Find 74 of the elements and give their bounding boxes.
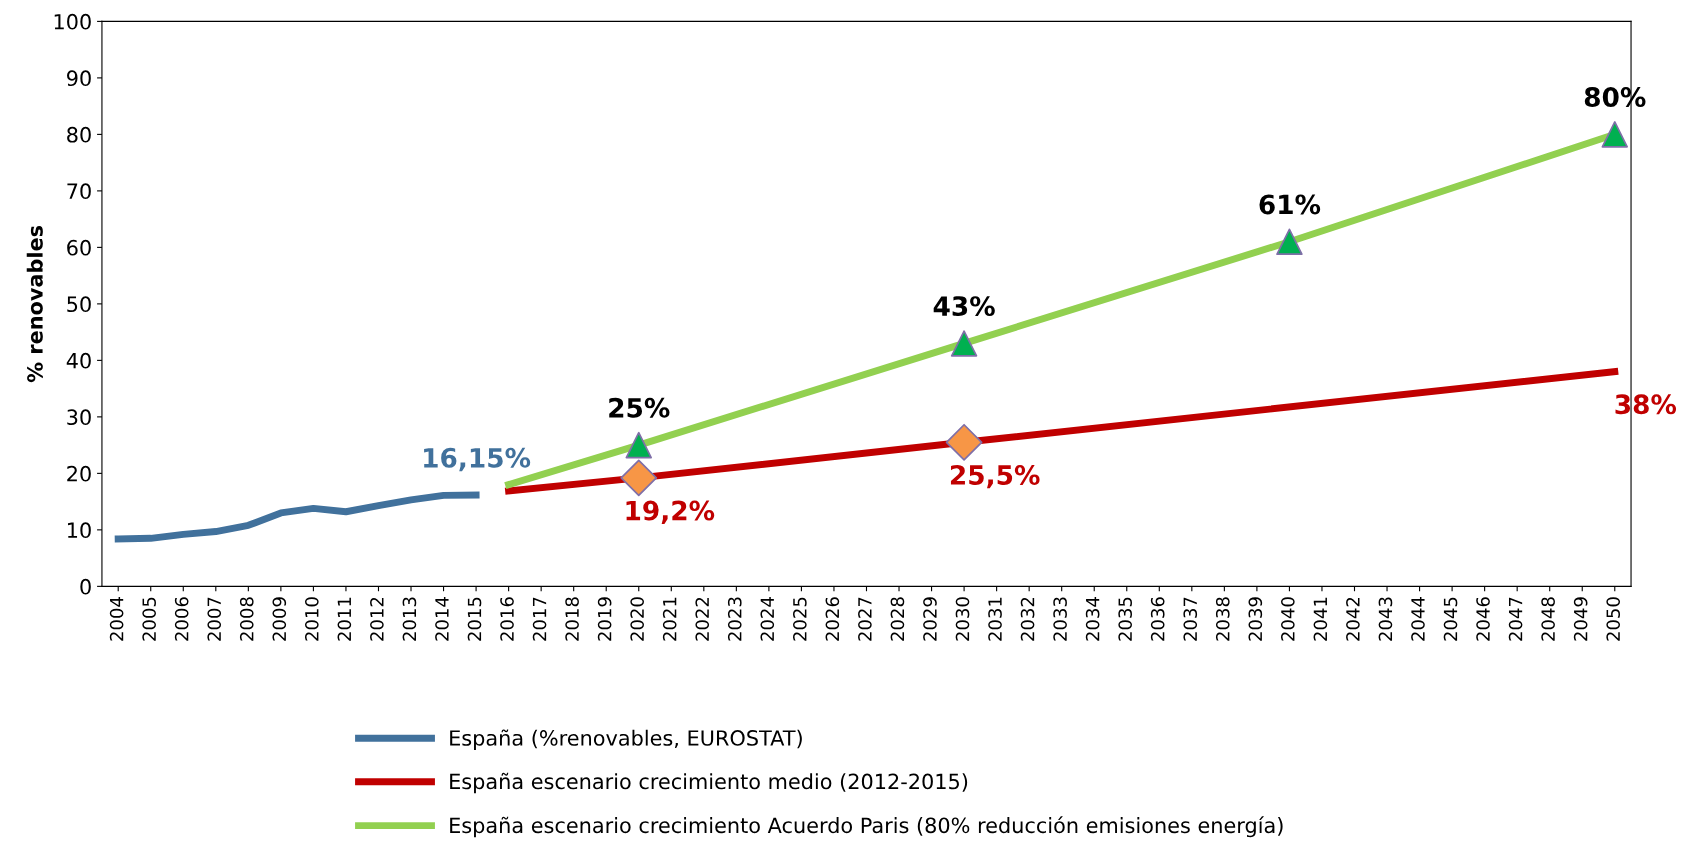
x-tick-label: 2045 (1443, 597, 1458, 641)
x-tick-label: 2046 (1476, 597, 1490, 641)
x-tick-label: 2023 (727, 597, 742, 641)
x-tick-label: 2048 (1541, 597, 1555, 641)
y-tick-label: 20 (67, 465, 91, 482)
legend-label: España escenario crecimiento Acuerdo Paris (80% reducción emisiones energía) (450, 816, 1283, 838)
legend-label: España (%renovables, EUROSTAT) (450, 729, 802, 750)
data-label: 25% (609, 397, 670, 418)
x-tick-label: 2042 (1346, 597, 1360, 641)
x-tick-label: 2028 (890, 597, 905, 641)
point (620, 459, 658, 497)
x-tick-label: 2014 (435, 597, 449, 641)
x-tick-label: 2006 (174, 597, 189, 641)
x-tick-label: 2016 (500, 597, 514, 641)
x-tick-label: 2032 (1020, 597, 1035, 641)
point (1276, 228, 1303, 255)
x-tick-label: 2022 (695, 597, 710, 641)
x-tick-label: 2050 (1606, 597, 1621, 641)
x-tick-label: 2040 (1281, 597, 1295, 641)
point (1601, 121, 1629, 148)
y-tick-label: 0 (80, 578, 91, 595)
x-tick-label: 2030 (955, 597, 970, 641)
x-tick-label: 2041 (1313, 597, 1328, 641)
point (625, 431, 653, 459)
x-tick-label: 2020 (630, 597, 644, 641)
y-tick-label: 10 (68, 522, 91, 539)
x-tick-label: 2013 (402, 597, 417, 641)
x-tick-label: 2031 (988, 597, 1002, 641)
x-tick-label: 2015 (467, 597, 482, 641)
data-label: 19,2% (626, 500, 715, 524)
y-tick-label: 90 (67, 70, 91, 87)
x-tick-label: 2021 (662, 597, 677, 641)
x-tick-label: 2012 (370, 597, 384, 641)
x-tick-label: 2019 (597, 597, 612, 641)
x-tick-label: 2033 (1053, 597, 1067, 641)
x-tick-label: 2018 (565, 597, 579, 641)
x-tick-label: 2038 (1215, 597, 1230, 641)
x-tick-label: 2044 (1411, 597, 1425, 641)
legend-label: España escenario crecimiento medio (2012-2015) (450, 772, 968, 794)
x-tick-label: 2049 (1573, 597, 1588, 641)
x-tick-label: 2024 (760, 597, 775, 641)
y-tick-label: 60 (67, 239, 91, 256)
x-tick-label: 2004 (109, 597, 124, 641)
point (950, 330, 978, 357)
y-tick-label: 80 (67, 126, 91, 143)
y-axis-title: % renovables (26, 225, 43, 383)
x-tick-label: 2035 (1118, 597, 1132, 641)
y-tick-label: 50 (67, 296, 91, 313)
x-tick-label: 2027 (858, 597, 872, 641)
x-tick-label: 2011 (337, 597, 352, 641)
x-tick-label: 2036 (1150, 597, 1165, 641)
y-tick-label: 100 (54, 13, 91, 30)
x-tick-label: 2026 (825, 597, 840, 641)
data-label: 25,5% (950, 464, 1040, 489)
data-label: 16,15% (424, 447, 531, 472)
x-tick-label: 2025 (793, 597, 807, 641)
point (945, 423, 983, 461)
x-tick-label: 2043 (1378, 597, 1393, 641)
data-label: 61% (1259, 194, 1321, 215)
x-tick-label: 2047 (1508, 597, 1523, 641)
x-tick-label: 2039 (1248, 597, 1263, 641)
y-tick-label: 30 (67, 409, 91, 426)
data-label: 43% (933, 296, 995, 317)
x-tick-label: 2017 (532, 597, 547, 641)
y-tick-label: 70 (67, 183, 91, 200)
x-tick-label: 2008 (239, 597, 254, 641)
x-tick-label: 2034 (1085, 597, 1100, 641)
x-tick-label: 2037 (1183, 597, 1198, 641)
y-tick-label: 40 (66, 352, 91, 369)
x-tick-label: 2009 (272, 597, 287, 641)
x-tick-label: 2007 (207, 597, 222, 641)
x-tick-label: 2005 (142, 597, 156, 641)
x-tick-label: 2010 (304, 597, 319, 641)
x-tick-label: 2029 (923, 597, 937, 641)
